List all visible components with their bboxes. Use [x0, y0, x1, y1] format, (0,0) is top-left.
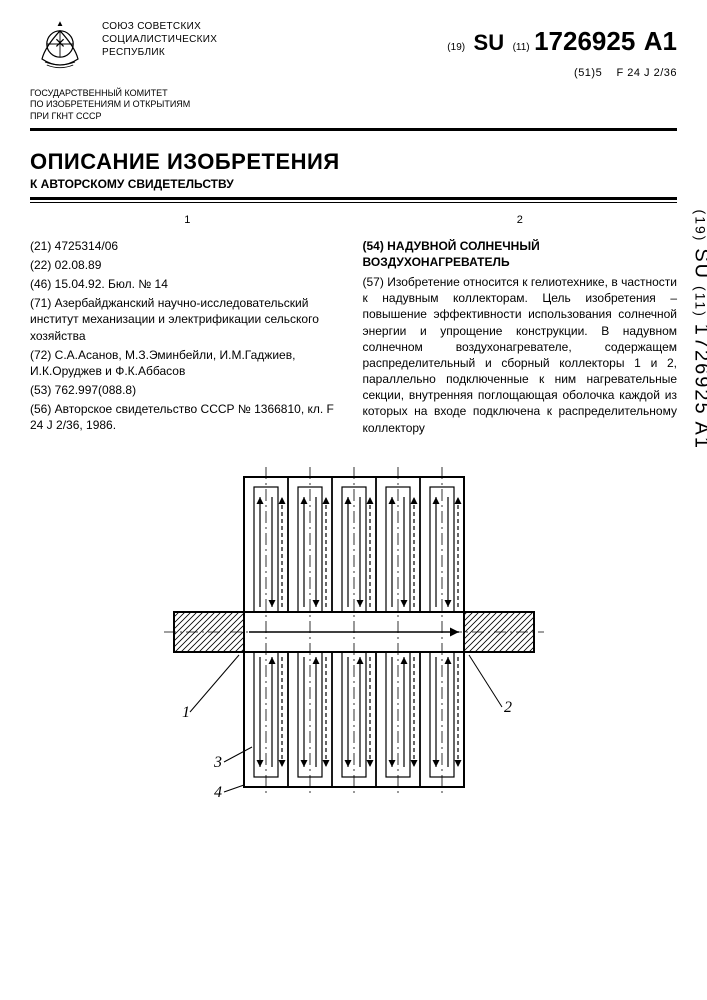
doc-number-value: 1726925: [534, 26, 635, 56]
field-56: (56) Авторское свидетельство СССР № 1366…: [30, 401, 345, 433]
fig-label-4: 4: [214, 784, 222, 801]
column-1: 1 (21) 4725314/06 (22) 02.08.89 (46) 15.…: [30, 213, 345, 437]
fig-label-1: 1: [182, 704, 190, 721]
divider-thick: [30, 197, 677, 200]
fig-label-3: 3: [213, 754, 222, 771]
code-su: SU: [474, 30, 505, 55]
sub-title: К АВТОРСКОМУ СВИДЕТЕЛЬСТВУ: [30, 177, 677, 191]
committee-line: ПРИ ГКНТ СССР: [30, 111, 677, 122]
divider-thin: [30, 202, 677, 203]
field-46: (46) 15.04.92. Бюл. № 14: [30, 276, 345, 292]
org-line: РЕСПУБЛИК: [102, 46, 217, 59]
col-number: 1: [30, 213, 345, 228]
org-name: СОЮЗ СОВЕТСКИХ СОЦИАЛИСТИЧЕСКИХ РЕСПУБЛИ…: [102, 20, 217, 59]
committee-line: ГОСУДАРСТВЕННЫЙ КОМИТЕТ: [30, 88, 677, 99]
figure-container: 1 2 3 4: [30, 457, 677, 807]
field-22: (22) 02.08.89: [30, 257, 345, 273]
title-block: ОПИСАНИЕ ИЗОБРЕТЕНИЯ К АВТОРСКОМУ СВИДЕТ…: [30, 149, 677, 191]
field-71: (71) Азербайджанский научно-исследовател…: [30, 295, 345, 344]
header: СОЮЗ СОВЕТСКИХ СОЦИАЛИСТИЧЕСКИХ РЕСПУБЛИ…: [30, 20, 677, 80]
code-prefix: (19): [447, 42, 465, 53]
field-21: (21) 4725314/06: [30, 238, 345, 254]
org-line: СОЦИАЛИСТИЧЕСКИХ: [102, 33, 217, 46]
doc-suffix: A1: [644, 26, 677, 56]
main-title: ОПИСАНИЕ ИЗОБРЕТЕНИЯ: [30, 149, 677, 175]
state-emblem-icon: [30, 20, 90, 80]
document-number: (19) SU (11) 1726925 A1 (51)5 F 24 J 2/3…: [447, 20, 677, 79]
col-number: 2: [363, 213, 678, 228]
field-57: (57) Изобретение относится к гелиотехник…: [363, 274, 678, 436]
technical-diagram: 1 2 3 4: [154, 457, 554, 807]
org-line: СОЮЗ СОВЕТСКИХ: [102, 20, 217, 33]
code-mid: (11): [513, 42, 530, 53]
committee-line: ПО ИЗОБРЕТЕНИЯМ И ОТКРЫТИЯМ: [30, 99, 677, 110]
content-columns: 1 (21) 4725314/06 (22) 02.08.89 (46) 15.…: [30, 213, 677, 437]
side-document-number: (19) SU (11) 1726925 A1: [689, 210, 707, 450]
field-54: (54) НАДУВНОЙ СОЛНЕЧНЫЙ ВОЗДУХОНАГРЕВАТЕ…: [363, 238, 678, 270]
field-72: (72) С.А.Асанов, М.З.Эминбейли, И.М.Гадж…: [30, 347, 345, 379]
fig-label-2: 2: [504, 699, 512, 716]
column-2: 2 (54) НАДУВНОЙ СОЛНЕЧНЫЙ ВОЗДУХОНАГРЕВА…: [363, 213, 678, 437]
field-53: (53) 762.997(088.8): [30, 382, 345, 398]
committee: ГОСУДАРСТВЕННЫЙ КОМИТЕТ ПО ИЗОБРЕТЕНИЯМ …: [30, 88, 677, 122]
divider-thick: [30, 128, 677, 131]
classification: (51)5 F 24 J 2/36: [447, 67, 677, 79]
